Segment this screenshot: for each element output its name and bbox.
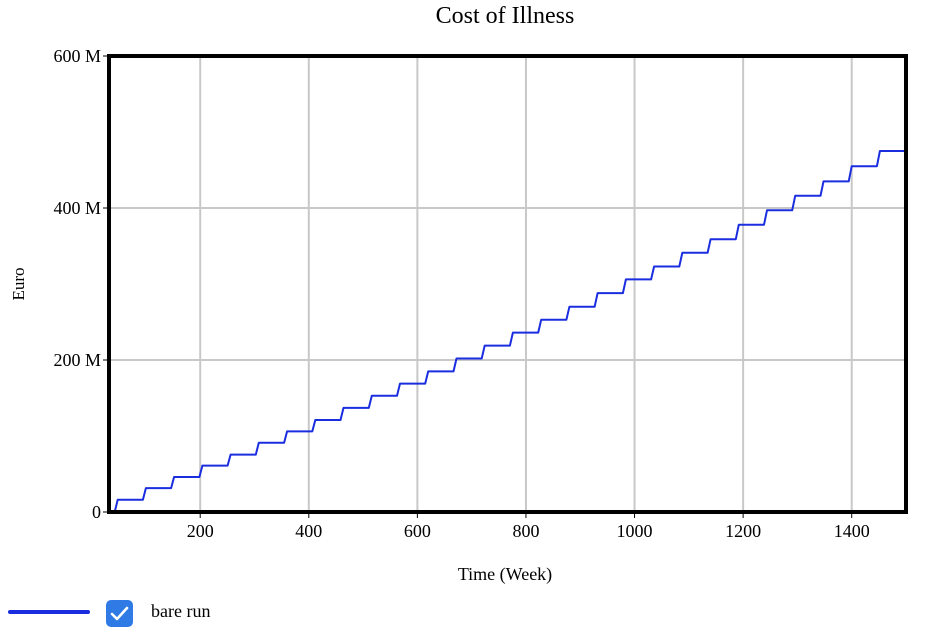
x-tick-label: 1200 xyxy=(725,521,761,541)
series-visibility-checkbox[interactable] xyxy=(106,600,133,627)
x-tick-label: 800 xyxy=(512,521,539,541)
grid-lines xyxy=(109,55,906,513)
y-tick-label: 200 M xyxy=(53,350,101,370)
series-line xyxy=(109,150,906,513)
x-tick-label: 400 xyxy=(295,521,322,541)
plot-frame xyxy=(107,54,908,514)
y-tick-label: 600 M xyxy=(53,46,101,66)
legend-label: bare run xyxy=(151,601,211,621)
x-tick-label: 200 xyxy=(187,521,214,541)
x-tick-label: 1000 xyxy=(617,521,653,541)
y-axis-label: Euro xyxy=(9,267,28,300)
x-tick-label: 600 xyxy=(404,521,431,541)
axis-ticks: 200 400 600 800 1000 1200 1400 0 200 M 400 M 600 M xyxy=(53,46,869,541)
x-axis-label: Time (Week) xyxy=(458,564,552,585)
y-tick-label: 0 xyxy=(92,502,101,522)
x-tick-label: 1400 xyxy=(834,521,870,541)
chart-title: Cost of Illness xyxy=(436,3,575,29)
legend-swatch xyxy=(8,610,90,614)
legend: bare run xyxy=(0,596,400,630)
y-tick-label: 400 M xyxy=(53,198,101,218)
series-layer xyxy=(109,150,906,513)
checkmark-icon xyxy=(110,606,129,621)
